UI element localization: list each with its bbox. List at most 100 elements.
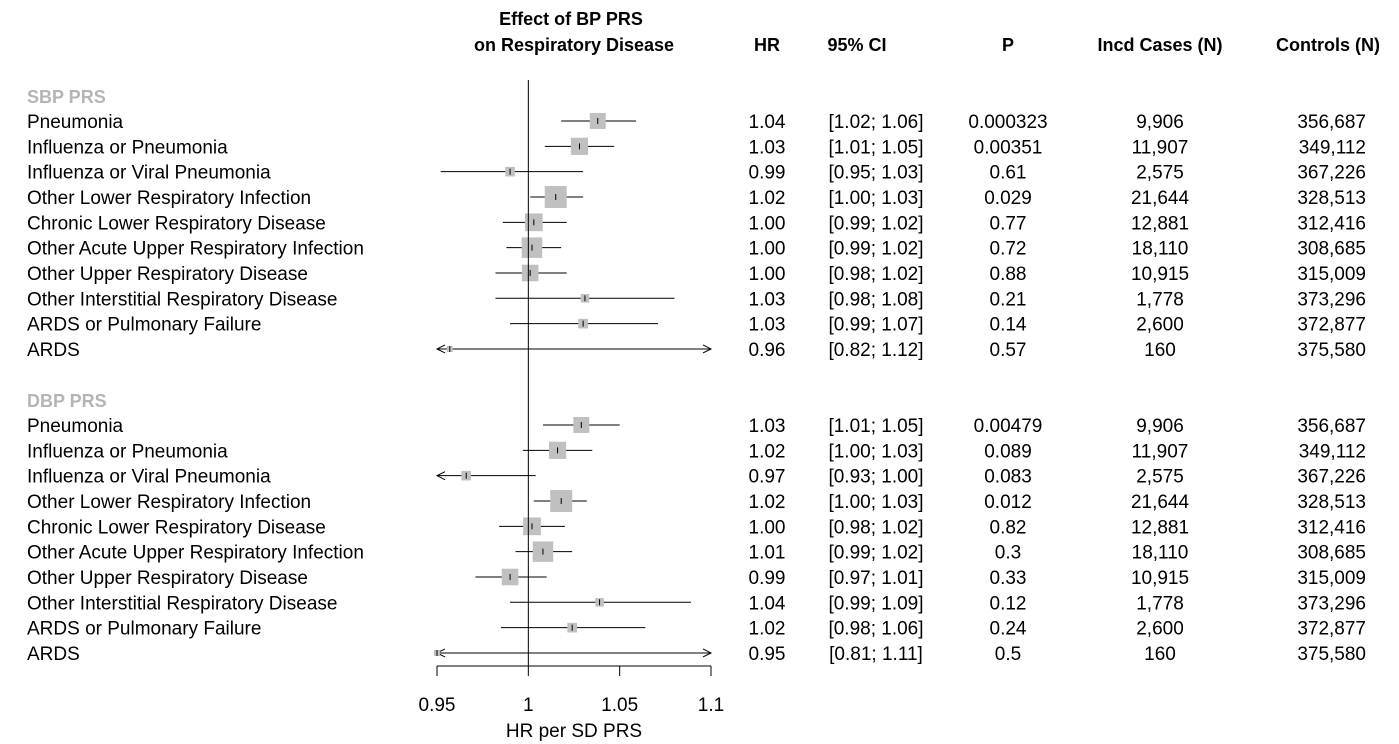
cases-value: 21,644 [1131,492,1190,513]
controls-value: 312,416 [1297,517,1366,538]
controls-value: 328,513 [1297,492,1366,513]
controls-value: 356,687 [1297,416,1366,437]
row-label: Other Acute Upper Respiratory Infection [27,543,364,564]
cases-value: 18,110 [1132,239,1189,260]
controls-value: 373,296 [1297,289,1366,310]
hr-value: 1.02 [749,441,786,462]
x-tick-label: 1.1 [698,695,724,716]
p-value: 0.00351 [974,137,1043,158]
p-value: 0.00479 [974,416,1043,437]
plot-title-line1: Effect of BP PRS [499,9,643,29]
cases-value: 2,575 [1136,467,1184,488]
controls-value: 315,009 [1297,264,1366,285]
cases-value: 12,881 [1131,213,1189,234]
p-value: 0.5 [995,644,1021,665]
controls-value: 315,009 [1297,568,1366,589]
x-tick-label: 1.05 [601,695,638,716]
controls-value: 367,226 [1297,467,1366,488]
row-label: Influenza or Viral Pneumonia [27,163,271,184]
cases-value: 1,778 [1136,289,1184,310]
x-axis-label: HR per SD PRS [506,721,642,742]
cases-value: 9,906 [1136,112,1184,133]
hr-value: 0.96 [749,340,786,361]
cases-value: 2,575 [1136,163,1184,184]
controls-value: 373,296 [1297,593,1366,614]
p-column-header: P [1002,35,1014,55]
p-value: 0.61 [990,163,1027,184]
ci-value: [0.99; 1.02] [828,213,923,234]
p-value: 0.000323 [968,112,1047,133]
hr-value: 1.00 [749,213,786,234]
ci-value: [0.98; 1.02] [828,264,923,285]
cases-value: 11,907 [1132,441,1189,462]
ci-column-header: 95% CI [827,35,886,55]
controls-value: 328,513 [1297,188,1366,209]
ci-value: [1.00; 1.03] [828,188,923,209]
hr-value: 1.03 [749,416,786,437]
hr-value: 0.99 [749,568,786,589]
cases-value: 1,778 [1136,593,1184,614]
cases-value: 21,644 [1131,188,1190,209]
row-label: Influenza or Pneumonia [27,441,228,462]
ci-value: [0.81; 1.11] [829,644,923,665]
controls-column-header: Controls (N) [1276,35,1380,55]
cases-value: 160 [1144,644,1176,665]
hr-value: 1.00 [749,239,786,260]
row-label: Pneumonia [27,416,124,437]
ci-arrow-left [435,471,446,481]
controls-value: 372,877 [1297,619,1366,640]
p-value: 0.12 [990,593,1027,614]
row-label: Influenza or Pneumonia [27,137,228,158]
controls-value: 308,685 [1297,239,1366,260]
controls-value: 356,687 [1297,112,1366,133]
forest-rows: SBP PRS Pneumonia 1.04 [1.02; 1.06] 0.000323… [27,87,1366,665]
ci-value: [1.01; 1.05] [828,137,923,158]
controls-value: 375,580 [1297,644,1366,665]
ci-value: [0.98; 1.02] [828,517,923,538]
cases-value: 12,881 [1131,517,1189,538]
p-value: 0.029 [984,188,1032,209]
controls-value: 349,112 [1299,137,1366,158]
p-value: 0.089 [984,441,1032,462]
p-value: 0.083 [984,467,1032,488]
cases-value: 10,915 [1131,568,1189,589]
row-label: Influenza or Viral Pneumonia [27,467,271,488]
ci-value: [0.99; 1.07] [828,315,923,336]
hr-value: 1.02 [749,619,786,640]
hr-value: 1.04 [749,593,786,614]
controls-value: 312,416 [1297,213,1366,234]
row-label: Other Lower Respiratory Infection [27,492,311,513]
p-value: 0.21 [990,289,1027,310]
row-label: ARDS [27,340,80,361]
p-value: 0.012 [984,492,1032,513]
row-label: Chronic Lower Respiratory Disease [27,517,326,538]
x-tick-label: 0.95 [419,695,456,716]
ci-value: [1.00; 1.03] [828,441,923,462]
group-label: SBP PRS [27,87,106,107]
row-label: Other Upper Respiratory Disease [27,568,308,589]
plot-title-line2: on Respiratory Disease [474,35,674,55]
hr-value: 1.03 [749,289,786,310]
ci-arrow-right [702,344,713,354]
controls-value: 372,877 [1297,315,1366,336]
ci-arrow-right [702,648,713,658]
row-label: Pneumonia [27,112,124,133]
row-label: Other Acute Upper Respiratory Infection [27,239,364,260]
x-axis: 0.95 1 1.05 1.1 [419,80,724,716]
row-label: Other Lower Respiratory Infection [27,188,311,209]
ci-value: [1.02; 1.06] [828,112,923,133]
ci-value: [0.98; 1.06] [828,619,923,640]
cases-value: 11,907 [1132,137,1189,158]
row-label: Other Interstitial Respiratory Disease [27,289,337,310]
hr-value: 1.02 [749,188,786,209]
ci-value: [1.00; 1.03] [828,492,923,513]
p-value: 0.24 [990,619,1027,640]
controls-value: 375,580 [1297,340,1366,361]
p-value: 0.14 [990,315,1027,336]
cases-value: 160 [1144,340,1176,361]
hr-value: 1.04 [749,112,786,133]
x-tick-label: 1 [523,695,534,716]
row-label: Other Interstitial Respiratory Disease [27,593,337,614]
hr-value: 1.02 [749,492,786,513]
